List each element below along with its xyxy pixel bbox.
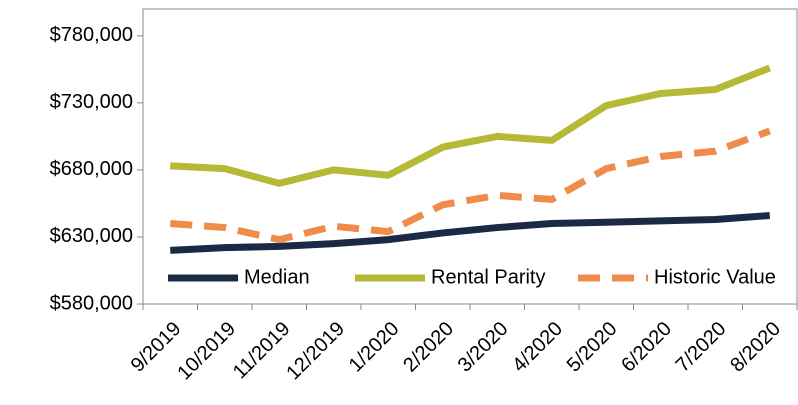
x-tick-label: 7/2020	[672, 318, 731, 377]
x-tick-label: 5/2020	[563, 318, 622, 377]
plot-frame	[142, 8, 798, 305]
legend-label: Median	[244, 266, 310, 288]
x-tick-label: 8/2020	[726, 318, 785, 377]
y-tick-label: $580,000	[50, 292, 133, 314]
y-tick-label: $680,000	[50, 158, 133, 180]
legend-label: Rental Parity	[431, 266, 546, 288]
x-tick-label: 2/2020	[399, 318, 458, 377]
x-tick-label: 3/2020	[454, 318, 513, 377]
x-tick-label: 1/2020	[345, 318, 404, 377]
x-tick-label: 11/2019	[229, 318, 295, 384]
x-tick-label: 10/2019	[173, 318, 240, 385]
series-line	[170, 64, 772, 187]
x-tick-label: 4/2020	[508, 318, 567, 377]
series-line	[170, 212, 771, 254]
y-tick-label: $780,000	[50, 24, 133, 46]
legend-label: Historic Value	[654, 266, 776, 288]
x-tick-label: 6/2020	[617, 318, 676, 377]
y-tick-label: $630,000	[50, 225, 133, 247]
y-tick-label: $730,000	[50, 91, 133, 113]
series-line	[169, 127, 771, 244]
x-tick-label: 12/2019	[282, 318, 349, 385]
